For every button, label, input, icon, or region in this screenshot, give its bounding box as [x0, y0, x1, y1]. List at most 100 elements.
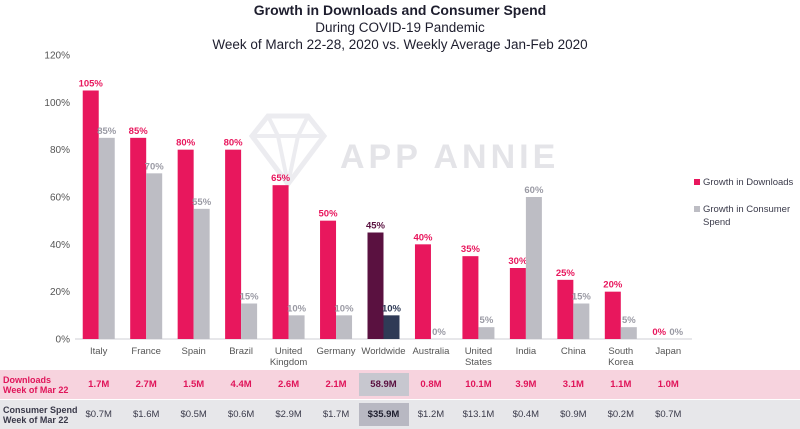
y-tick-label: 20%: [50, 287, 70, 298]
x-tick-label: South: [608, 346, 633, 357]
spend-cell: $0.6M: [227, 409, 255, 420]
x-tick-label: Italy: [90, 346, 108, 357]
bar-downloads: [320, 220, 337, 339]
data-label-consumer-spend: 0%: [432, 327, 446, 338]
spend-row-label: Consumer Spend Week of Mar 22: [3, 405, 78, 425]
downloads-cell: 3.1M: [562, 379, 584, 390]
x-tick-label: Kingdom: [270, 357, 308, 368]
data-label-downloads: 40%: [413, 232, 433, 243]
chart-titles: Growth in Downloads and Consumer Spend D…: [0, 0, 800, 54]
downloads-row: Downloads Week of Mar 22 1.7M 2.7M 1.5M 4.4…: [0, 370, 800, 399]
legend-swatch-downloads: [694, 179, 700, 185]
spend-cell: $13.1M: [462, 409, 495, 420]
downloads-cell: 1.0M: [657, 379, 679, 390]
downloads-row-label-line: Week of Mar 22: [3, 385, 69, 395]
x-tick-label: Japan: [655, 346, 681, 357]
downloads-cell: 3.9M: [515, 379, 537, 390]
bar-downloads: [82, 90, 99, 339]
legend-item-spend: Growth in Consumer Spend: [694, 203, 798, 229]
bar-consumer-spend: [383, 315, 400, 339]
data-label-consumer-spend: 5%: [622, 315, 636, 326]
data-label-consumer-spend: 5%: [480, 315, 494, 326]
bar-downloads: [414, 244, 431, 339]
data-label-consumer-spend: 0%: [669, 327, 683, 338]
downloads-cell: 2.6M: [278, 379, 300, 390]
bar-chart: 0% 20% 40% 60% 80% 100% 120% 105% 85% Italy 85% 70%…: [44, 51, 692, 368]
data-label-downloads: 80%: [224, 138, 244, 149]
spend-row: Consumer Spend Week of Mar 22 $0.7M $1.6M…: [0, 400, 800, 429]
legend-label-spend: Growth in Consumer Spend: [703, 204, 791, 228]
data-label-downloads: 80%: [176, 138, 196, 149]
spend-row-label-line: Consumer Spend: [3, 405, 78, 415]
y-tick-label: 60%: [50, 193, 70, 204]
data-label-downloads: 105%: [79, 79, 104, 90]
bar-consumer-spend: [525, 197, 542, 339]
y-tick-label: 120%: [44, 51, 70, 62]
data-label-downloads: 25%: [556, 268, 576, 279]
bar-downloads: [557, 279, 574, 339]
data-label-consumer-spend: 10%: [335, 303, 355, 314]
legend-item-downloads: Growth in Downloads: [694, 176, 798, 189]
downloads-cell: 4.4M: [230, 379, 252, 390]
data-label-downloads: 30%: [508, 256, 528, 267]
data-label-consumer-spend: 70%: [145, 161, 165, 172]
spend-cell: $1.6M: [132, 409, 160, 420]
spend-cell: $0.5M: [180, 409, 207, 420]
chart-subtitle-1: During COVID-19 Pandemic: [315, 20, 485, 35]
downloads-cell: 1.7M: [88, 379, 110, 390]
spend-cell: $0.2M: [607, 409, 634, 420]
legend: Growth in Downloads Growth in Consumer S…: [694, 176, 798, 243]
spend-cell: $0.9M: [560, 409, 587, 420]
x-tick-label: Worldwide: [361, 346, 405, 357]
x-tick-label: China: [561, 346, 587, 357]
bar-downloads: [367, 232, 384, 339]
data-label-downloads: 50%: [319, 209, 339, 220]
data-label-consumer-spend: 15%: [240, 292, 260, 303]
x-tick-label: Korea: [608, 357, 634, 368]
downloads-cell: 1.5M: [183, 379, 205, 390]
bar-consumer-spend: [98, 137, 115, 339]
y-tick-label: 100%: [44, 98, 70, 109]
x-tick-label: United: [465, 346, 492, 357]
chart-title: Growth in Downloads and Consumer Spend: [253, 2, 547, 18]
bar-consumer-spend: [146, 173, 163, 339]
watermark: APP ANNIE: [340, 138, 560, 176]
data-label-consumer-spend: 15%: [572, 292, 592, 303]
x-tick-label: India: [516, 346, 537, 357]
bar-consumer-spend: [241, 303, 258, 339]
data-label-consumer-spend: 60%: [524, 185, 544, 196]
bar-downloads: [604, 291, 621, 339]
x-tick-label: France: [131, 346, 161, 357]
bar-downloads: [509, 268, 526, 339]
x-tick-label: Australia: [412, 346, 450, 357]
data-label-consumer-spend: 55%: [192, 197, 212, 208]
data-label-downloads: 45%: [366, 221, 386, 232]
downloads-cell: 10.1M: [465, 379, 492, 390]
bar-consumer-spend: [288, 315, 305, 339]
spend-cell: $1.2M: [417, 409, 445, 420]
spend-row-label-line: Week of Mar 22: [3, 415, 69, 425]
data-label-downloads: 65%: [271, 173, 291, 184]
spend-cell: $2.9M: [275, 409, 302, 420]
downloads-cell: 0.8M: [420, 379, 442, 390]
downloads-row-label-line: Downloads: [3, 375, 52, 385]
downloads-row-label: Downloads Week of Mar 22: [3, 375, 68, 395]
data-label-consumer-spend: 10%: [382, 303, 402, 314]
downloads-cell: 2.1M: [325, 379, 347, 390]
data-label-downloads: 0%: [652, 327, 666, 338]
data-label-downloads: 35%: [461, 244, 481, 255]
bar-consumer-spend: [478, 327, 495, 339]
y-tick-label: 40%: [50, 240, 70, 251]
x-tick-label: Spain: [181, 346, 205, 357]
bar-consumer-spend: [620, 327, 637, 339]
x-tick-label: Germany: [316, 346, 355, 357]
legend-label-downloads: Growth in Downloads: [703, 177, 794, 188]
bar-downloads: [225, 149, 242, 339]
bar-downloads: [272, 185, 289, 339]
bar-consumer-spend: [573, 303, 590, 339]
data-label-consumer-spend: 85%: [97, 126, 117, 137]
chart-subtitle-2: Week of March 22-28, 2020 vs. Weekly Ave…: [212, 37, 588, 52]
spend-cell: $1.7M: [322, 409, 350, 420]
downloads-cell: 2.7M: [135, 379, 157, 390]
data-label-downloads: 85%: [129, 126, 149, 137]
